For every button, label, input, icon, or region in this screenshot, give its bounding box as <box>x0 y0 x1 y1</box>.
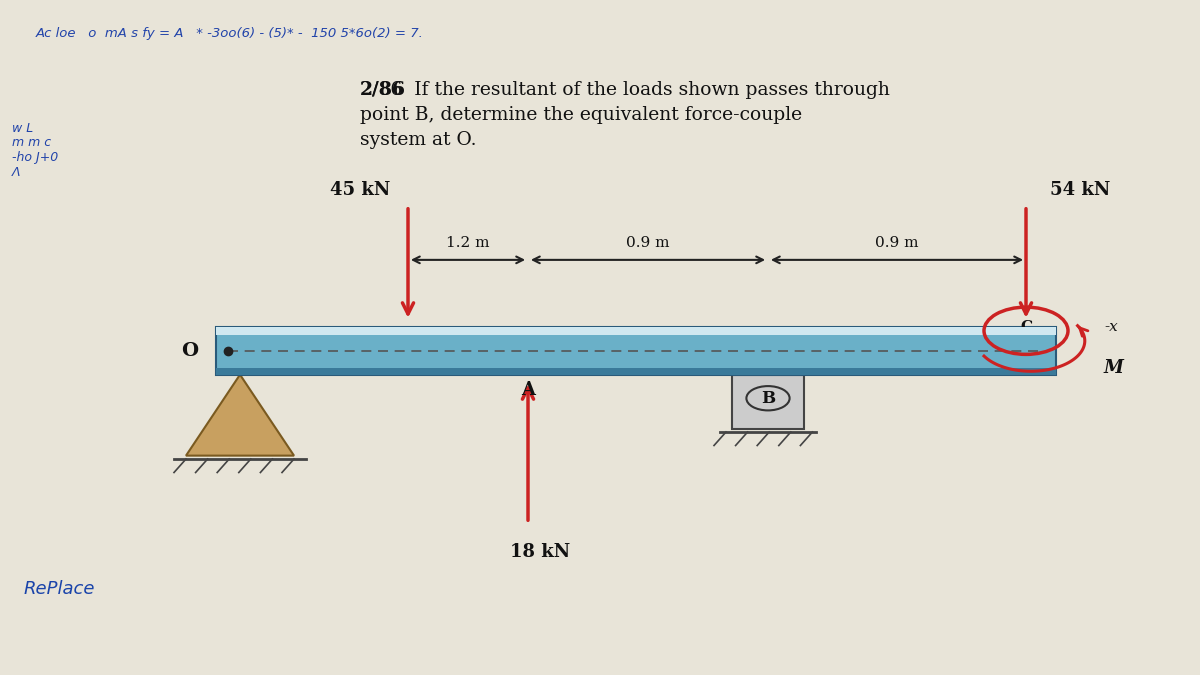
FancyBboxPatch shape <box>216 327 1056 335</box>
Text: 1.2 m: 1.2 m <box>446 236 490 250</box>
Text: Ac loe   o  mA s fy = A   * -3oo(6) - (5)* -  150 5*6o(2) = 7.: Ac loe o mA s fy = A * -3oo(6) - (5)* - … <box>36 27 424 40</box>
Text: O: O <box>181 342 198 360</box>
Text: 0.9 m: 0.9 m <box>875 236 919 250</box>
Polygon shape <box>186 375 294 456</box>
FancyBboxPatch shape <box>216 368 1056 375</box>
FancyBboxPatch shape <box>216 327 1056 375</box>
Text: 45 kN: 45 kN <box>330 181 390 199</box>
Text: C: C <box>1020 321 1032 334</box>
Text: w L
m m c
-ho J+0
Λ: w L m m c -ho J+0 Λ <box>12 122 59 180</box>
Text: 18 kN: 18 kN <box>510 543 570 562</box>
FancyBboxPatch shape <box>732 375 804 429</box>
Text: RePlace: RePlace <box>24 580 96 599</box>
Text: 54 kN: 54 kN <box>1050 181 1110 199</box>
Text: -x: -x <box>1104 321 1117 334</box>
Text: A: A <box>521 381 535 400</box>
Text: 2/86  If the resultant of the loads shown passes through
point B, determine the : 2/86 If the resultant of the loads shown… <box>360 81 890 149</box>
Text: M: M <box>1104 359 1124 377</box>
Text: B: B <box>761 389 775 407</box>
Text: 2/86: 2/86 <box>360 81 406 99</box>
Text: 0.9 m: 0.9 m <box>626 236 670 250</box>
